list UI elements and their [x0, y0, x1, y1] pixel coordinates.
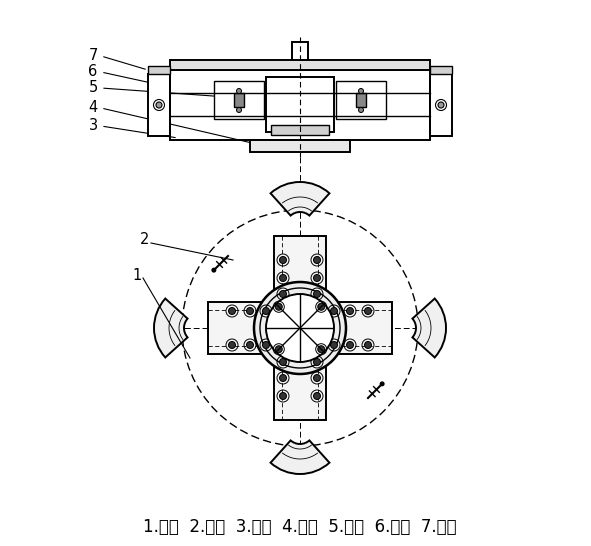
- Bar: [214, 81, 264, 119]
- Text: 7: 7: [88, 49, 98, 63]
- Circle shape: [246, 341, 254, 348]
- Text: 4: 4: [89, 100, 98, 116]
- Wedge shape: [154, 299, 187, 358]
- Bar: [170, 60, 430, 70]
- Bar: [430, 74, 452, 136]
- Circle shape: [280, 393, 287, 400]
- Circle shape: [156, 102, 162, 108]
- Circle shape: [246, 307, 254, 314]
- Circle shape: [359, 88, 363, 93]
- Bar: [214, 81, 264, 119]
- Circle shape: [438, 102, 444, 108]
- Bar: [208, 302, 392, 354]
- Bar: [336, 81, 386, 119]
- Wedge shape: [413, 299, 446, 358]
- Circle shape: [266, 294, 334, 362]
- Circle shape: [346, 307, 353, 314]
- Bar: [292, 42, 308, 60]
- Circle shape: [313, 257, 320, 264]
- Circle shape: [212, 268, 216, 272]
- Bar: [170, 70, 430, 140]
- Circle shape: [313, 393, 320, 400]
- Bar: [356, 93, 366, 107]
- Text: 3: 3: [89, 118, 98, 134]
- Bar: [234, 93, 244, 107]
- Circle shape: [313, 275, 320, 282]
- Bar: [430, 74, 452, 136]
- Circle shape: [359, 108, 363, 112]
- Circle shape: [365, 341, 372, 348]
- Circle shape: [365, 307, 372, 314]
- Text: 6: 6: [89, 64, 98, 80]
- Circle shape: [236, 88, 242, 93]
- Bar: [430, 66, 452, 74]
- Wedge shape: [271, 182, 329, 216]
- Bar: [170, 70, 430, 140]
- Circle shape: [318, 303, 324, 310]
- Bar: [148, 66, 170, 74]
- Circle shape: [280, 290, 287, 298]
- Text: 5: 5: [89, 80, 98, 96]
- Circle shape: [275, 346, 282, 353]
- Bar: [148, 74, 170, 136]
- Circle shape: [330, 341, 337, 348]
- Text: 1: 1: [132, 268, 142, 282]
- Wedge shape: [271, 441, 329, 474]
- Circle shape: [229, 307, 235, 314]
- Circle shape: [280, 257, 287, 264]
- Circle shape: [330, 307, 337, 314]
- Circle shape: [229, 341, 235, 348]
- Text: 1.托盘  2.手柄  3.底座  4.转环  5.销钉  6.滑块  7.抱爪: 1.托盘 2.手柄 3.底座 4.转环 5.销钉 6.滑块 7.抱爪: [143, 518, 457, 536]
- Circle shape: [254, 282, 346, 374]
- Bar: [266, 77, 334, 132]
- Circle shape: [280, 275, 287, 282]
- Circle shape: [280, 375, 287, 382]
- Bar: [148, 74, 170, 136]
- Bar: [250, 140, 350, 152]
- Circle shape: [313, 290, 320, 298]
- Circle shape: [346, 341, 353, 348]
- Circle shape: [313, 375, 320, 382]
- Circle shape: [262, 307, 269, 314]
- Circle shape: [236, 108, 242, 112]
- Bar: [336, 81, 386, 119]
- Circle shape: [262, 341, 269, 348]
- Circle shape: [318, 346, 324, 353]
- Bar: [274, 236, 326, 420]
- Bar: [271, 125, 329, 135]
- Circle shape: [313, 359, 320, 365]
- Circle shape: [280, 359, 287, 365]
- Text: 2: 2: [140, 233, 150, 247]
- Circle shape: [275, 303, 282, 310]
- Circle shape: [379, 381, 385, 387]
